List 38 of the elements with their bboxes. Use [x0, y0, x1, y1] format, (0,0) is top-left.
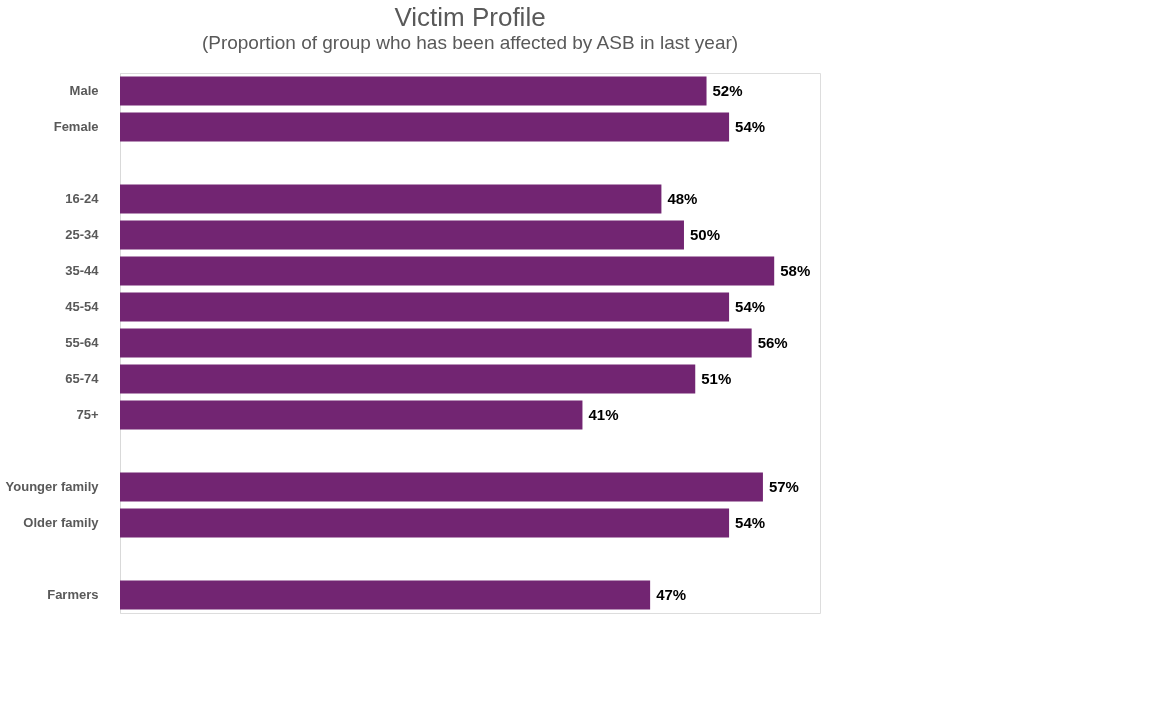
- data-label: 51%: [701, 370, 732, 387]
- bar: [120, 184, 662, 214]
- y-tick-label: 25-34: [65, 227, 100, 242]
- y-tick-label: Male: [69, 83, 99, 98]
- chart-title: Victim Profile: [394, 2, 546, 32]
- y-tick-label: Younger family: [5, 479, 100, 494]
- data-label: 47%: [656, 586, 687, 603]
- data-label: 54%: [735, 514, 766, 531]
- y-tick-label: Farmers: [47, 587, 99, 602]
- data-label: 58%: [780, 262, 811, 279]
- bar: [120, 76, 707, 106]
- data-label: 50%: [689, 226, 720, 243]
- bar: [120, 328, 752, 358]
- bar: [120, 364, 696, 394]
- data-label: 41%: [588, 406, 619, 423]
- data-label: 54%: [735, 298, 766, 315]
- chart-subtitle: (Proportion of group who has been affected by ASB in last year): [201, 32, 739, 53]
- y-tick-label: 55-64: [65, 335, 100, 350]
- y-tick-label: 75+: [76, 407, 99, 422]
- data-label: 52%: [712, 82, 743, 99]
- data-label: 56%: [757, 334, 788, 351]
- bar: [120, 400, 583, 430]
- y-tick-label: Older family: [23, 515, 100, 530]
- y-tick-label: 35-44: [65, 263, 100, 278]
- bar: [120, 472, 763, 502]
- y-tick-label: 16-24: [65, 191, 100, 206]
- bar: [120, 256, 775, 286]
- data-label: 48%: [667, 190, 698, 207]
- y-tick-label: 65-74: [65, 371, 100, 386]
- bar: [120, 508, 730, 538]
- bar: [120, 292, 730, 322]
- bar: [120, 112, 730, 142]
- data-label: 57%: [768, 478, 799, 495]
- y-tick-label: 45-54: [65, 299, 100, 314]
- bar: [120, 580, 651, 610]
- y-tick-label: Female: [53, 119, 99, 134]
- bar: [120, 220, 684, 250]
- data-label: 54%: [735, 118, 766, 135]
